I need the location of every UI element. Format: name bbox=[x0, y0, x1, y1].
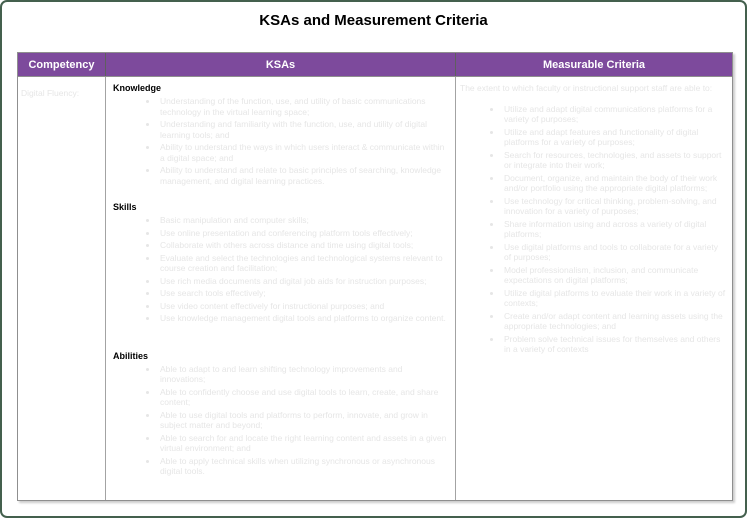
list-item: Use rich media documents and digital job… bbox=[158, 276, 449, 287]
list-item: Use technology for critical thinking, pr… bbox=[502, 196, 727, 217]
ksa-table: Competency KSAs Measurable Criteria Digi… bbox=[17, 52, 733, 501]
competency-value: Digital Fluency: bbox=[21, 88, 80, 98]
list-item: Search for resources, technologies, and … bbox=[502, 150, 727, 171]
header-measurable-criteria: Measurable Criteria bbox=[542, 59, 646, 71]
cell-competency: Digital Fluency: bbox=[18, 77, 106, 500]
bullet-list: Able to adapt to and learn shifting tech… bbox=[113, 364, 449, 477]
list-item: Utilize and adapt features and functiona… bbox=[502, 127, 727, 148]
header-competency: Competency bbox=[18, 53, 106, 76]
ksa-section-knowledge: Knowledge Understanding of the function, … bbox=[113, 83, 449, 186]
cell-ksas: Knowledge Understanding of the function, … bbox=[106, 77, 456, 500]
list-item: Use video content effectively for instru… bbox=[158, 301, 449, 312]
ksa-section-abilities: Abilities Able to adapt to and learn shif… bbox=[113, 351, 449, 477]
list-item: Able to adapt to and learn shifting tech… bbox=[158, 364, 449, 385]
section-heading: Abilities bbox=[113, 350, 149, 361]
ksa-section-skills: Skills Basic manipulation and computer sk… bbox=[113, 202, 449, 324]
list-item: Ability to understand and relate to basi… bbox=[158, 165, 449, 186]
list-item: Able to search for and locate the right … bbox=[158, 433, 449, 454]
list-item: Problem solve technical issues for thems… bbox=[502, 334, 727, 355]
list-item: Utilize and adapt digital communications… bbox=[502, 104, 727, 125]
section-heading: Skills bbox=[113, 202, 137, 212]
list-item: Create and/or adapt content and learning… bbox=[502, 311, 727, 332]
header-ksas: KSAs bbox=[106, 53, 456, 76]
list-item: Use online presentation and conferencing… bbox=[158, 228, 449, 239]
table-row: Digital Fluency: Knowledge Understanding … bbox=[18, 77, 732, 500]
section-heading: Knowledge bbox=[113, 83, 162, 93]
page-title: KSAs and Measurement Criteria bbox=[259, 12, 488, 29]
criteria-bullet-list: Utilize and adapt digital communications… bbox=[460, 104, 727, 355]
list-item: Model professionalism, inclusion, and co… bbox=[502, 265, 727, 286]
list-item: Ability to understand the ways in which … bbox=[158, 142, 449, 163]
list-item: Evaluate and select the technologies and… bbox=[158, 253, 449, 274]
bullet-list: Understanding of the function, use, and … bbox=[113, 96, 449, 186]
list-item: Able to confidently choose and use digit… bbox=[158, 387, 449, 408]
list-item: Use digital platforms and tools to colla… bbox=[502, 242, 727, 263]
list-item: Use knowledge management digital tools a… bbox=[158, 313, 449, 324]
table-header-row: Competency KSAs Measurable Criteria bbox=[18, 53, 732, 77]
list-item: Able to apply technical skills when util… bbox=[158, 456, 449, 477]
list-item: Collaborate with others across distance … bbox=[158, 240, 449, 251]
cell-measurable-criteria: The extent to which faculty or instructi… bbox=[456, 77, 732, 500]
list-item: Able to use digital tools and platforms … bbox=[158, 410, 449, 431]
list-item: Understanding of the function, use, and … bbox=[158, 96, 449, 117]
list-item: Utilize digital platforms to evaluate th… bbox=[502, 288, 727, 309]
bullet-list: Basic manipulation and computer skills; U… bbox=[113, 215, 449, 324]
criteria-intro: The extent to which faculty or instructi… bbox=[460, 83, 713, 93]
list-item: Share information using and across a var… bbox=[502, 219, 727, 240]
list-item: Basic manipulation and computer skills; bbox=[158, 215, 449, 226]
list-item: Understanding and familiarity with the f… bbox=[158, 119, 449, 140]
list-item: Document, organize, and maintain the bod… bbox=[502, 173, 727, 194]
list-item: Use search tools effectively; bbox=[158, 288, 449, 299]
